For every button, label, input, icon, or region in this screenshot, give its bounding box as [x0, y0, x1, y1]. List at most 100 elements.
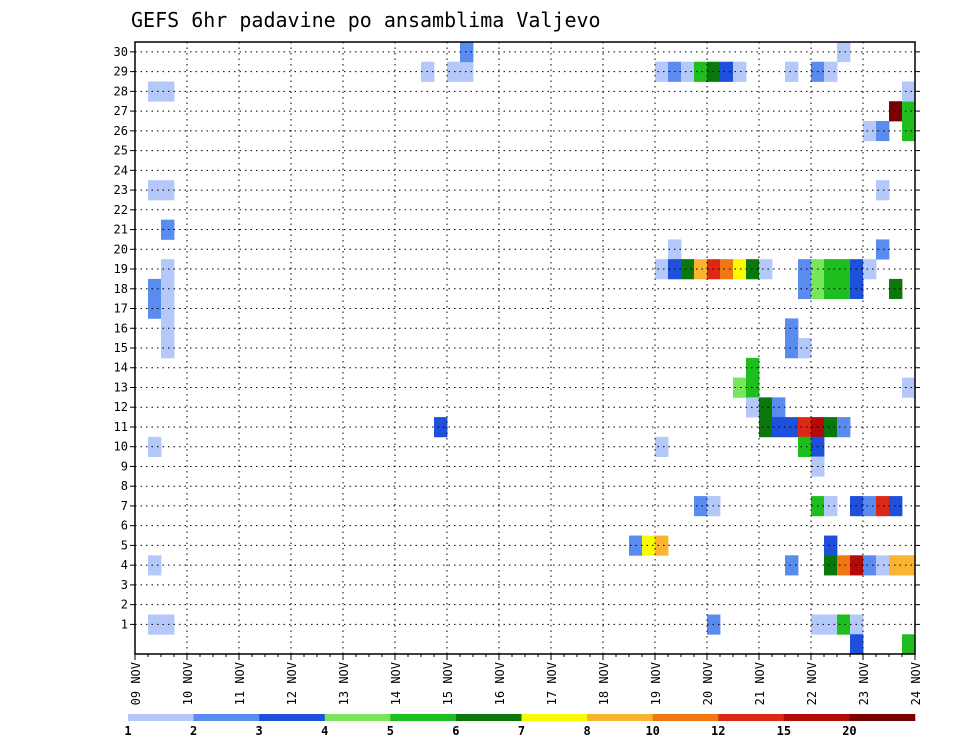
precip-cell [694, 496, 708, 517]
precip-cell [720, 259, 734, 280]
legend-swatch [390, 714, 457, 721]
precip-cell [148, 298, 162, 319]
x-tick-label: 18 NOV [597, 662, 611, 705]
precip-cell [148, 555, 162, 576]
y-tick-label: 9 [121, 459, 128, 473]
precip-cell [694, 259, 708, 280]
y-tick-label: 22 [114, 203, 128, 217]
y-tick-label: 14 [114, 361, 128, 375]
precip-cell [746, 259, 760, 280]
precip-cell [148, 436, 162, 457]
x-tick-label: 17 NOV [545, 662, 559, 705]
precip-cell [733, 377, 747, 398]
precip-cell [902, 634, 916, 655]
precip-cell [798, 338, 812, 359]
precip-cell [889, 101, 903, 122]
precip-cell [863, 259, 877, 280]
precip-cell [824, 278, 838, 300]
precip-cell [863, 496, 877, 517]
x-tick-label: 22 NOV [805, 662, 819, 705]
precip-cell [434, 417, 448, 438]
precip-cell [798, 259, 812, 280]
legend-label: 10 [645, 724, 659, 738]
precip-cell [876, 120, 890, 142]
precip-cell [148, 81, 162, 102]
precip-cell [759, 397, 773, 418]
precip-cell [759, 417, 773, 438]
y-tick-label: 21 [114, 223, 128, 237]
y-tick-label: 19 [114, 262, 128, 276]
precip-cell [824, 614, 838, 635]
precip-cell [824, 417, 838, 438]
precip-cell [733, 259, 747, 280]
legend-swatch [521, 714, 588, 721]
y-tick-label: 15 [114, 341, 128, 355]
precip-cell [824, 496, 838, 517]
y-tick-label: 4 [121, 558, 128, 572]
legend-label: 8 [583, 724, 590, 738]
legend-label: 1 [124, 724, 131, 738]
precip-cell [837, 259, 851, 280]
precip-cell [889, 278, 903, 300]
chart-title: GEFS 6hr padavine po ansamblima Valjevo [131, 8, 601, 32]
x-tick-label: 13 NOV [337, 662, 351, 705]
legend-label: 4 [321, 724, 328, 738]
precip-cell [785, 338, 799, 359]
y-tick-label: 6 [121, 519, 128, 533]
y-tick-label: 23 [114, 183, 128, 197]
y-tick-label: 30 [114, 45, 128, 59]
legend-swatch [849, 714, 916, 721]
legend-label: 20 [842, 724, 856, 738]
x-tick-label: 24 NOV [909, 662, 923, 705]
legend-swatch [783, 714, 850, 721]
y-tick-label: 11 [114, 420, 128, 434]
precip-cell [902, 101, 916, 122]
y-tick-label: 17 [114, 302, 128, 316]
y-tick-label: 27 [114, 104, 128, 118]
y-tick-label: 12 [114, 400, 128, 414]
precip-cell [161, 614, 175, 635]
precip-cell [720, 61, 734, 82]
precip-cell [785, 555, 799, 576]
gridlines [135, 42, 915, 654]
precip-cell [889, 496, 903, 517]
precip-cell [681, 259, 695, 280]
precip-cell [681, 61, 695, 82]
x-tick-label: 14 NOV [389, 662, 403, 705]
x-tick-label: 16 NOV [493, 662, 507, 705]
y-axis: 1234567891011121314151617181920212223242… [114, 45, 920, 631]
precip-cell [902, 555, 916, 576]
precip-cell [824, 555, 838, 576]
precip-cell [655, 259, 669, 280]
y-tick-label: 13 [114, 380, 128, 394]
y-tick-label: 5 [121, 538, 128, 552]
precip-cell [655, 61, 669, 82]
precip-cell [447, 61, 461, 82]
precip-cell [161, 81, 175, 102]
y-tick-label: 26 [114, 124, 128, 138]
precip-cell [642, 535, 656, 556]
precip-cell [785, 61, 799, 82]
precip-cell [850, 634, 864, 655]
precip-cell [863, 555, 877, 576]
precip-cell [876, 496, 890, 517]
precip-cell [798, 417, 812, 438]
y-tick-label: 28 [114, 84, 128, 98]
precip-cell [824, 61, 838, 82]
precip-cell [161, 259, 175, 280]
y-tick-label: 16 [114, 321, 128, 335]
precip-cell [694, 61, 708, 82]
precip-cell [746, 397, 760, 418]
y-tick-label: 2 [121, 598, 128, 612]
precip-cell [460, 42, 474, 63]
x-tick-label: 20 NOV [701, 662, 715, 705]
precip-cell [148, 180, 162, 201]
legend-label: 12 [711, 724, 725, 738]
precip-cell [837, 42, 851, 63]
precip-cell [824, 259, 838, 280]
precip-cell [161, 338, 175, 359]
legend-swatch [324, 714, 391, 721]
y-tick-label: 29 [114, 65, 128, 79]
precip-cell [824, 535, 838, 556]
